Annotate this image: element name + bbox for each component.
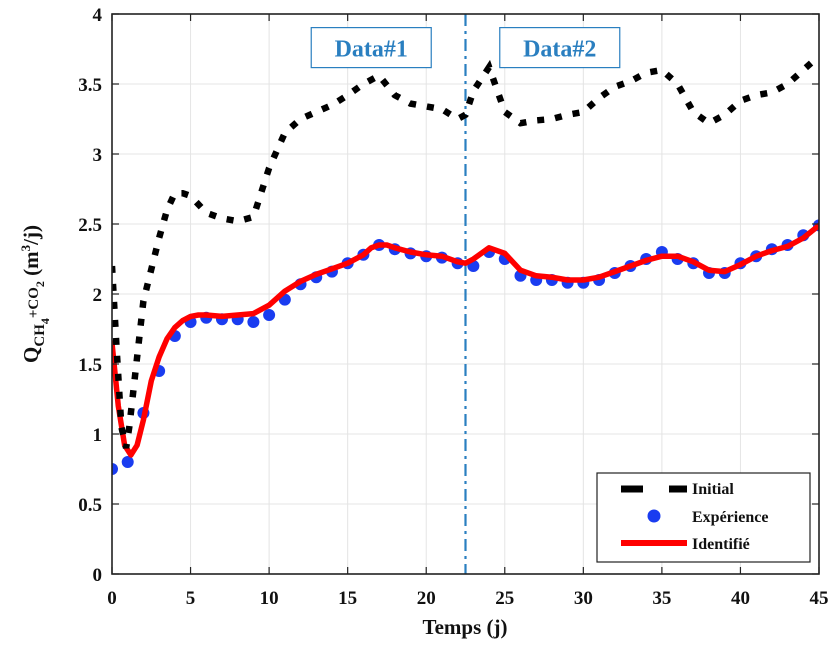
data-point-experience [121,456,134,468]
x-tick-label: 5 [186,588,196,609]
y-tick-labels: 0 0.5 1 1.5 2 2.5 3 3.5 4 [78,5,102,586]
legend-item-initial: Initial [621,481,734,498]
x-tick-label: 45 [810,588,829,609]
x-tick-label: 30 [574,588,593,609]
ticks [111,13,820,575]
legend-swatch-experience [647,509,661,523]
legend-label-identifie: Identifié [692,536,750,553]
annotation-box-2: Data#2 [499,27,621,69]
annotation-label: Data#1 [335,37,408,63]
x-tick-label: 0 [107,588,117,609]
x-axis-label: Temps (j) [423,615,508,639]
series-identifie [112,222,819,458]
annotation-frame [310,27,432,69]
y-axis-label-sub1: CH [32,324,48,347]
y-tick-label: 0 [93,565,103,586]
annotation-label: Data#2 [523,37,596,63]
y-tick-label: 2.5 [78,215,102,236]
legend-label-initial: Initial [692,481,734,498]
y-axis-label-unit-close: /j) [19,225,43,246]
legend-label-experience: Expérience [692,509,768,526]
series-initial [112,53,819,449]
y-tick-label: 2 [93,285,103,306]
y-axis-label: QCH4+CO2 (m3/j) [18,225,52,363]
x-tick-labels: 0 5 10 15 20 25 30 35 40 45 [107,588,828,609]
x-tick-label: 15 [338,588,357,609]
y-tick-label: 1.5 [78,355,102,376]
data-point-experience [263,309,276,321]
data-point-experience [247,316,260,328]
y-axis-label-main: Q [19,347,43,363]
data-point-experience [112,463,118,475]
y-axis-label-unit-sup: 3 [18,244,33,251]
y-tick-label: 0.5 [78,495,102,516]
y-axis-label-sub3: 2 [33,281,47,287]
legend-item-identifie: Identifié [621,536,750,553]
legend: Initial Expérience Identifié [596,472,811,563]
x-tick-label: 20 [417,588,436,609]
annotation-box-1: Data#1 [310,27,432,69]
series-layer [112,53,819,475]
y-tick-label: 3 [93,145,103,166]
x-tick-label: 10 [260,588,279,609]
y-tick-label: 1 [93,425,103,446]
x-tick-label: 35 [652,588,671,609]
line-initial [112,53,819,449]
y-tick-label: 3.5 [78,75,102,96]
annotation-frame [499,27,621,69]
y-axis-label-sub2: 4 [38,318,52,324]
y-axis-label-mid: +CO [26,287,42,318]
legend-item-experience: Expérience [647,509,768,526]
y-tick-label: 4 [93,5,103,26]
annotations: Data#1 Data#2 [310,27,621,69]
line-identifie [112,222,819,458]
y-axis-label-unit-open: (m [19,251,43,281]
x-tick-label: 25 [495,588,514,609]
x-tick-label: 40 [731,588,750,609]
